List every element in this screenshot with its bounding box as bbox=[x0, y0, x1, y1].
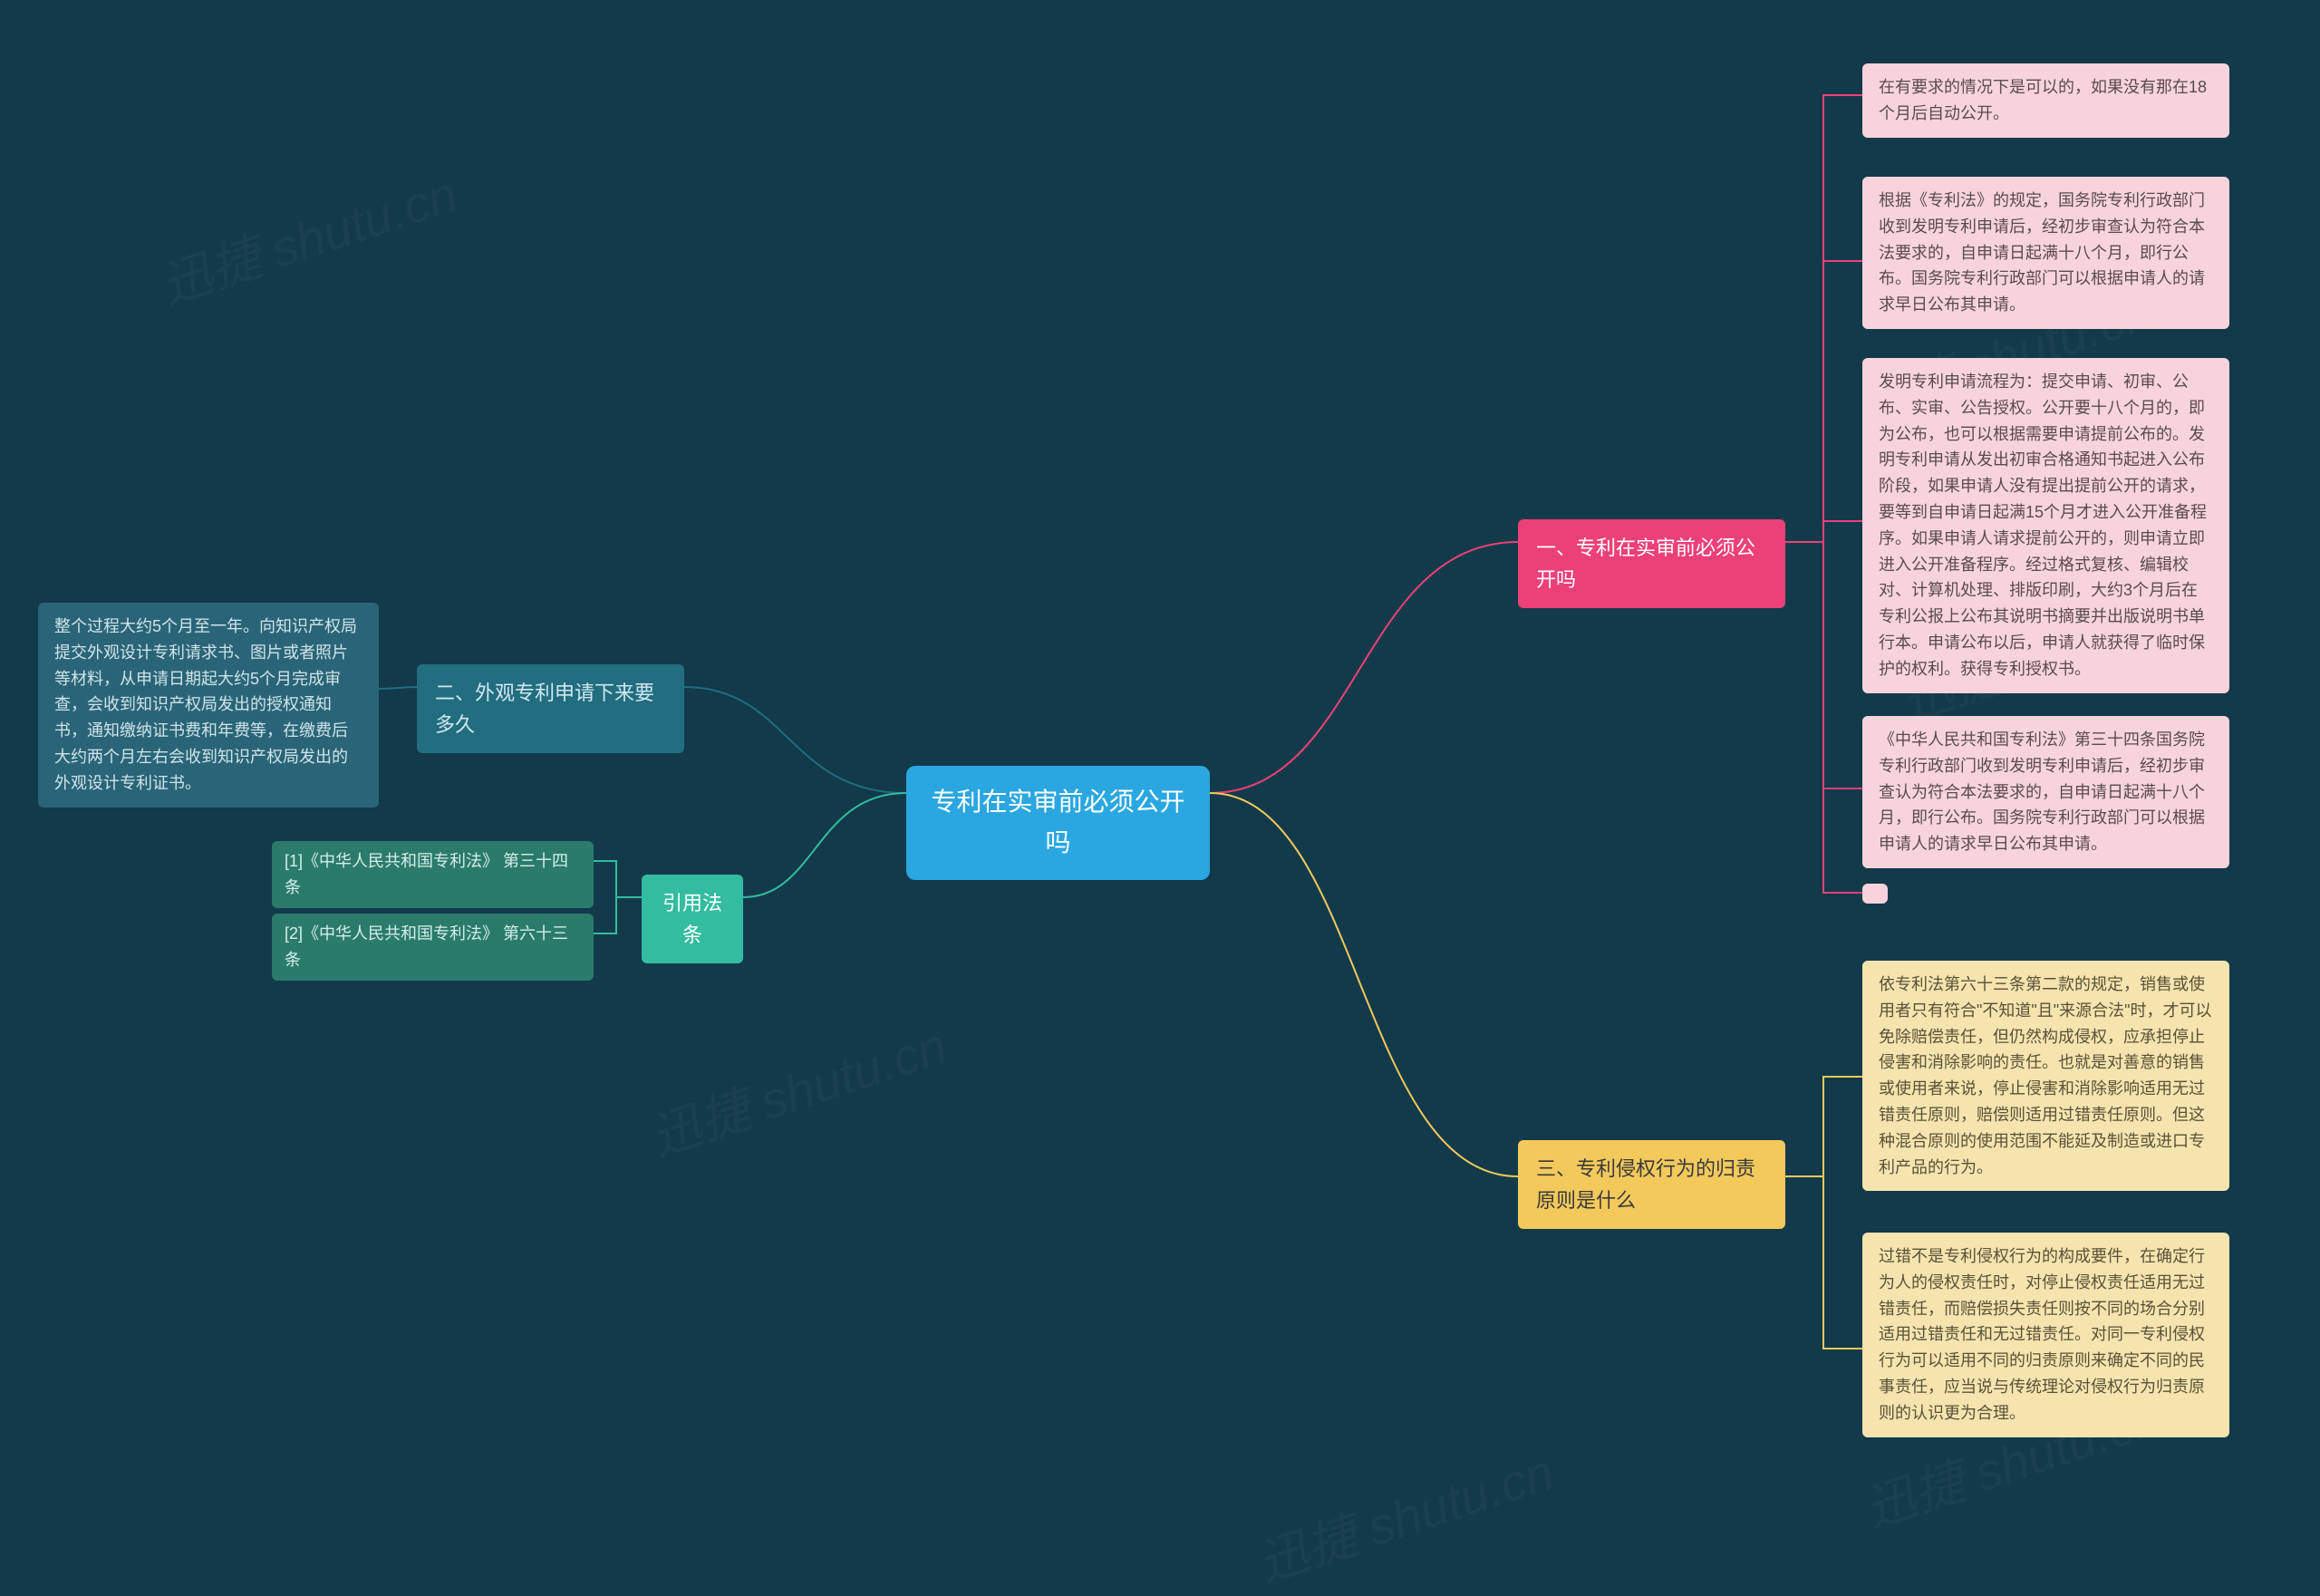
watermark: 迅捷 shutu.cn bbox=[150, 154, 466, 319]
leaf-one-1: 根据《专利法》的规定，国务院专利行政部门收到发明专利申请后，经初步审查认为符合本… bbox=[1862, 177, 2229, 329]
watermark: 迅捷 shutu.cn bbox=[1247, 1432, 1562, 1596]
leaf-refs-0: [1]《中华人民共和国专利法》 第三十四条 bbox=[272, 841, 594, 908]
leaf-refs-1: [2]《中华人民共和国专利法》 第六十三条 bbox=[272, 914, 594, 981]
branch-two[interactable]: 二、外观专利申请下来要多久 bbox=[417, 664, 684, 753]
branch-three[interactable]: 三、专利侵权行为的归责原则是什么 bbox=[1518, 1140, 1785, 1229]
leaf-three-0: 依专利法第六十三条第二款的规定，销售或使用者只有符合"不知道"且"来源合法"时，… bbox=[1862, 961, 2229, 1191]
branch-refs[interactable]: 引用法条 bbox=[642, 875, 743, 963]
leaf-two-0: 整个过程大约5个月至一年。向知识产权局提交外观设计专利请求书、图片或者照片等材料… bbox=[38, 603, 379, 808]
watermark: 迅捷 shutu.cn bbox=[640, 1006, 955, 1171]
branch-one[interactable]: 一、专利在实审前必须公开吗 bbox=[1518, 519, 1785, 608]
root-node[interactable]: 专利在实审前必须公开吗 bbox=[906, 766, 1210, 880]
leaf-one-0: 在有要求的情况下是可以的，如果没有那在18个月后自动公开。 bbox=[1862, 63, 2229, 138]
leaf-one-2: 发明专利申请流程为：提交申请、初审、公布、实审、公告授权。公开要十八个月的，即为… bbox=[1862, 358, 2229, 693]
leaf-three-1: 过错不是专利侵权行为的构成要件，在确定行为人的侵权责任时，对停止侵权责任适用无过… bbox=[1862, 1233, 2229, 1437]
leaf-one-3: 《中华人民共和国专利法》第三十四条国务院专利行政部门收到发明专利申请后，经初步审… bbox=[1862, 716, 2229, 868]
leaf-one-empty bbox=[1862, 884, 1888, 904]
